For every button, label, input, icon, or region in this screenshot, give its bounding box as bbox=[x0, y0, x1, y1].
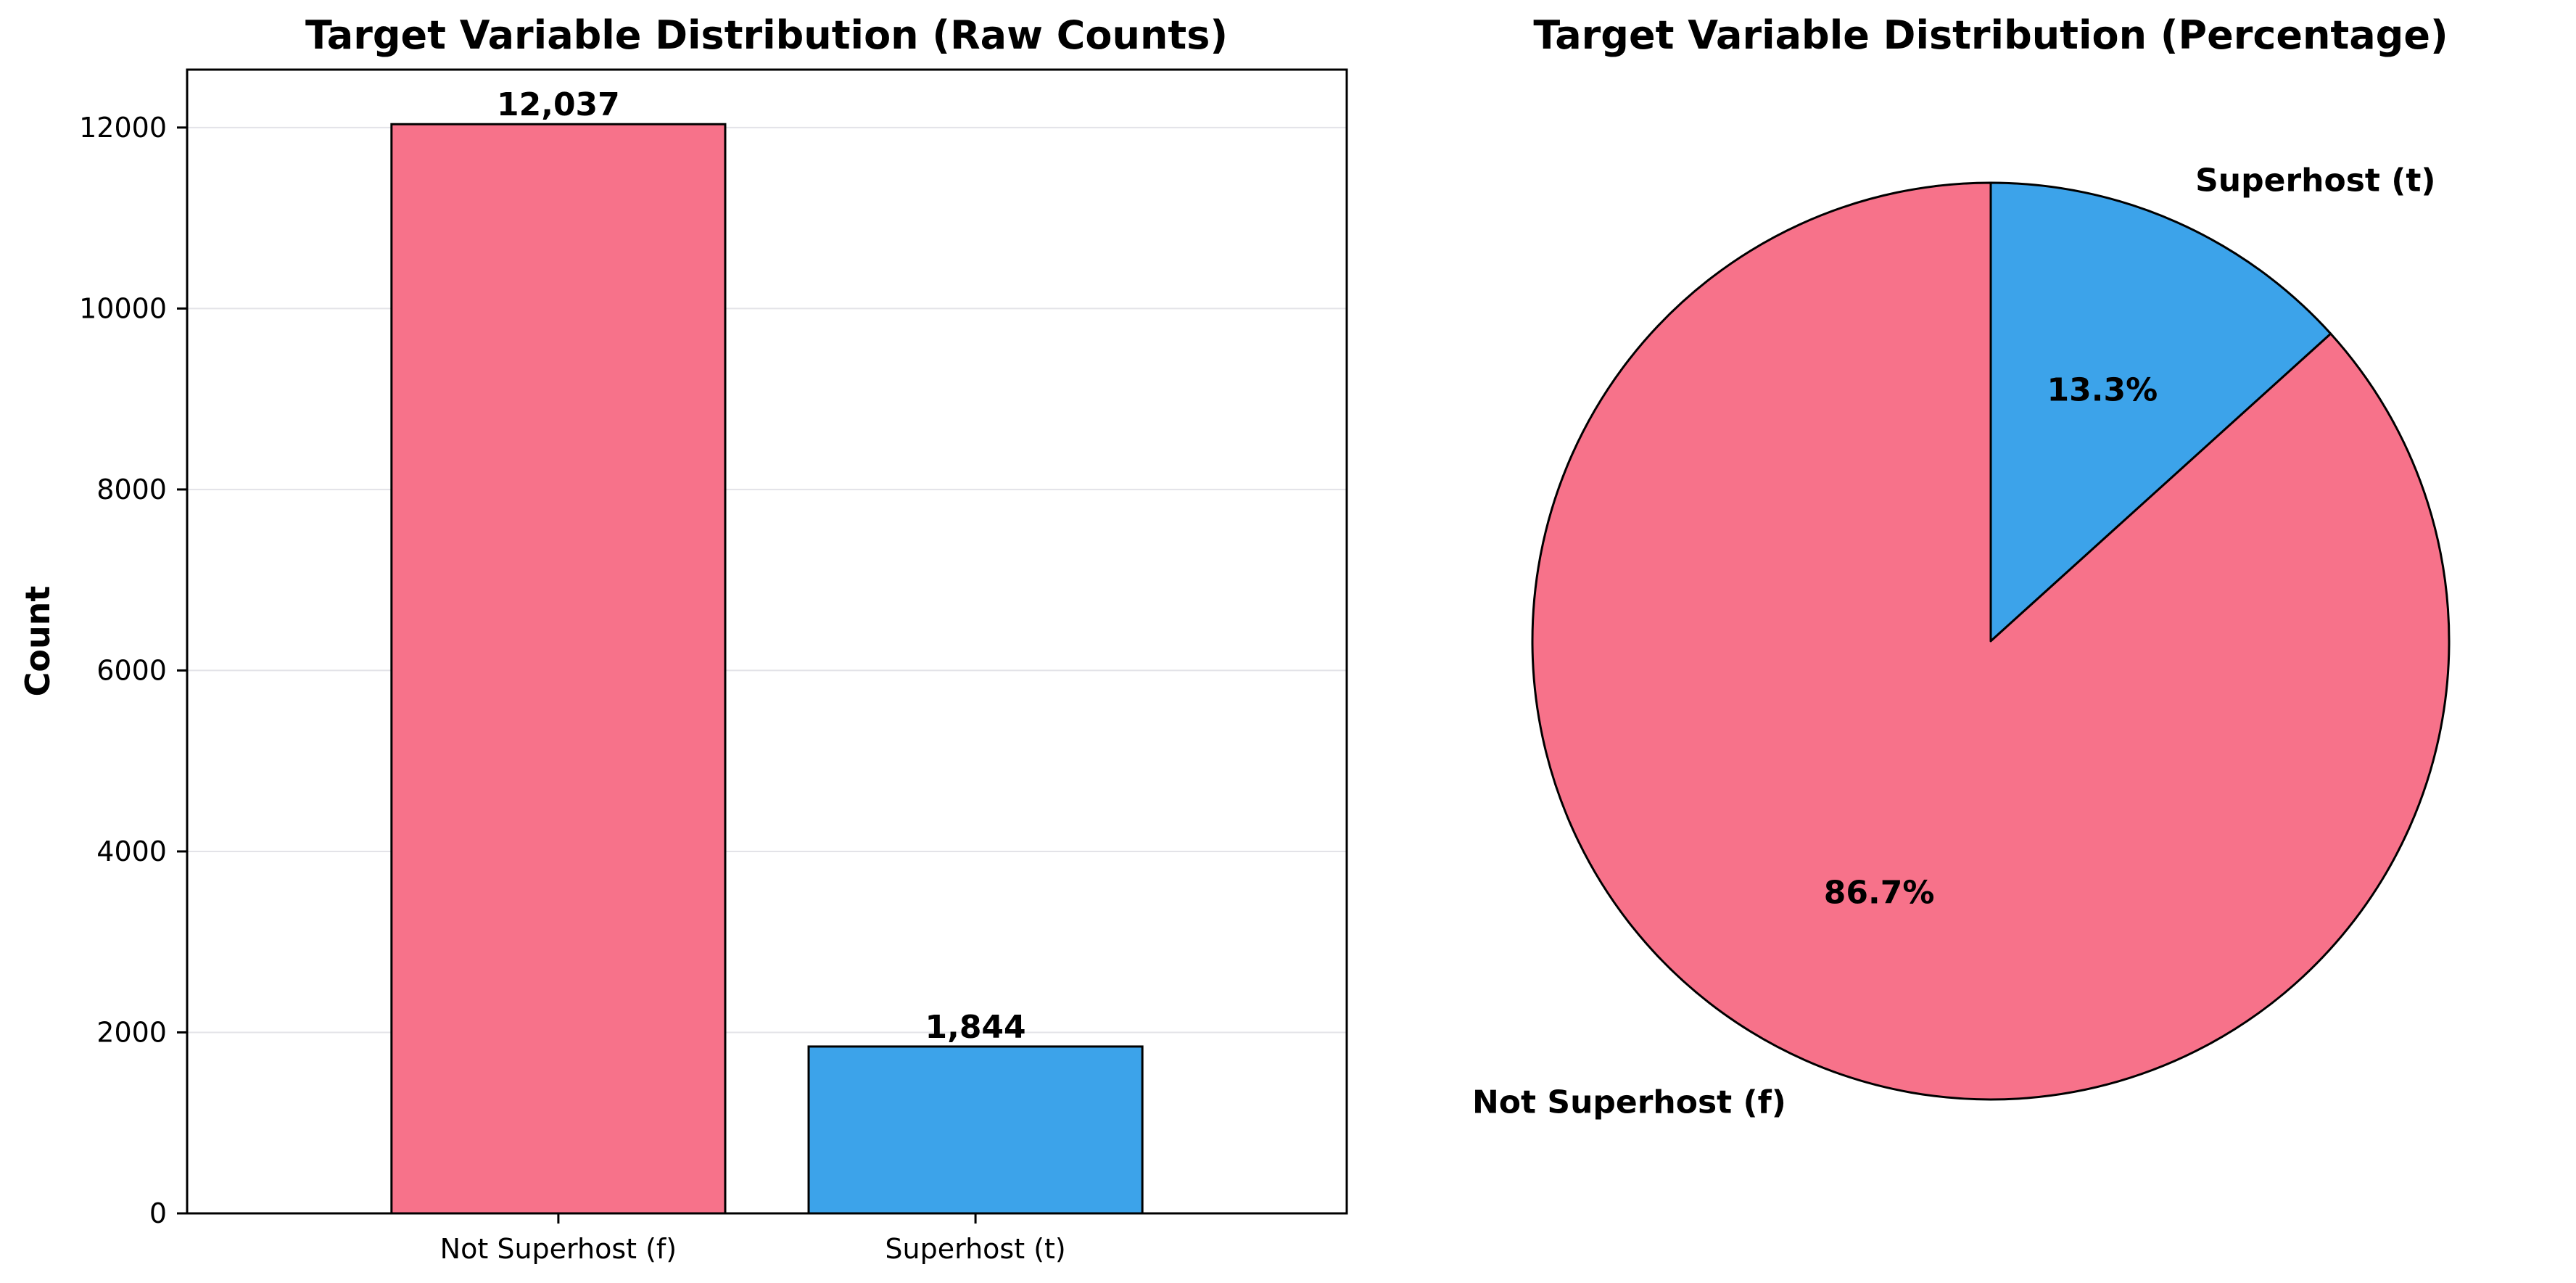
bar-y-ticks: 0 2000 4000 6000 8000 10000 12000 bbox=[79, 112, 187, 1229]
bar-y-tick-label: 8000 bbox=[96, 474, 167, 506]
bar-x-tick-label: Superhost (t) bbox=[885, 1233, 1065, 1265]
bar-y-tick-label: 6000 bbox=[96, 654, 167, 686]
bar-plot-frame bbox=[186, 68, 1348, 1215]
bar-y-tick-label: 4000 bbox=[96, 836, 167, 867]
bar-data-label: 12,037 bbox=[497, 86, 620, 123]
bar-y-tick-label: 10000 bbox=[79, 292, 167, 324]
bar-y-tick-label: 12000 bbox=[79, 112, 167, 144]
bar-y-tick-label: 0 bbox=[149, 1197, 167, 1229]
pie-slice-label: Not Superhost (f) bbox=[1472, 1084, 1786, 1121]
bar-chart: Target Variable Distribution (Raw Counts… bbox=[18, 12, 1348, 1265]
pie-chart-title: Target Variable Distribution (Percentage… bbox=[1533, 12, 2448, 58]
pie-percent-labels: 13.3% 86.7% bbox=[1824, 371, 2158, 911]
bar-x-tick-label: Not Superhost (f) bbox=[440, 1233, 677, 1265]
bar-gridlines bbox=[187, 126, 1347, 1034]
bar-data-labels: 12,037 1,844 bbox=[497, 86, 1026, 1046]
pie-slice-label: Superhost (t) bbox=[2195, 162, 2435, 199]
bar-y-axis-label: Count bbox=[18, 586, 57, 697]
bar-series bbox=[390, 123, 1144, 1215]
pie-chart: Target Variable Distribution (Percentage… bbox=[1472, 12, 2451, 1121]
bar-x-ticks: Not Superhost (f) Superhost (t) bbox=[440, 1213, 1066, 1265]
pie-slice-not-superhost bbox=[1531, 181, 2451, 1101]
pie-percent-label: 13.3% bbox=[2047, 371, 2158, 408]
pie-slice-superhost bbox=[1989, 181, 2332, 643]
pie-slices bbox=[1531, 181, 2451, 1101]
pie-percent-label: 86.7% bbox=[1824, 875, 1935, 912]
pie-labels: Superhost (t) Not Superhost (f) bbox=[1472, 162, 2436, 1121]
bar-superhost bbox=[807, 1045, 1144, 1215]
bar-not-superhost bbox=[390, 123, 727, 1215]
bar-data-label: 1,844 bbox=[925, 1009, 1025, 1046]
bar-chart-title: Target Variable Distribution (Raw Counts… bbox=[305, 12, 1228, 58]
bar-y-tick-label: 2000 bbox=[96, 1016, 167, 1048]
